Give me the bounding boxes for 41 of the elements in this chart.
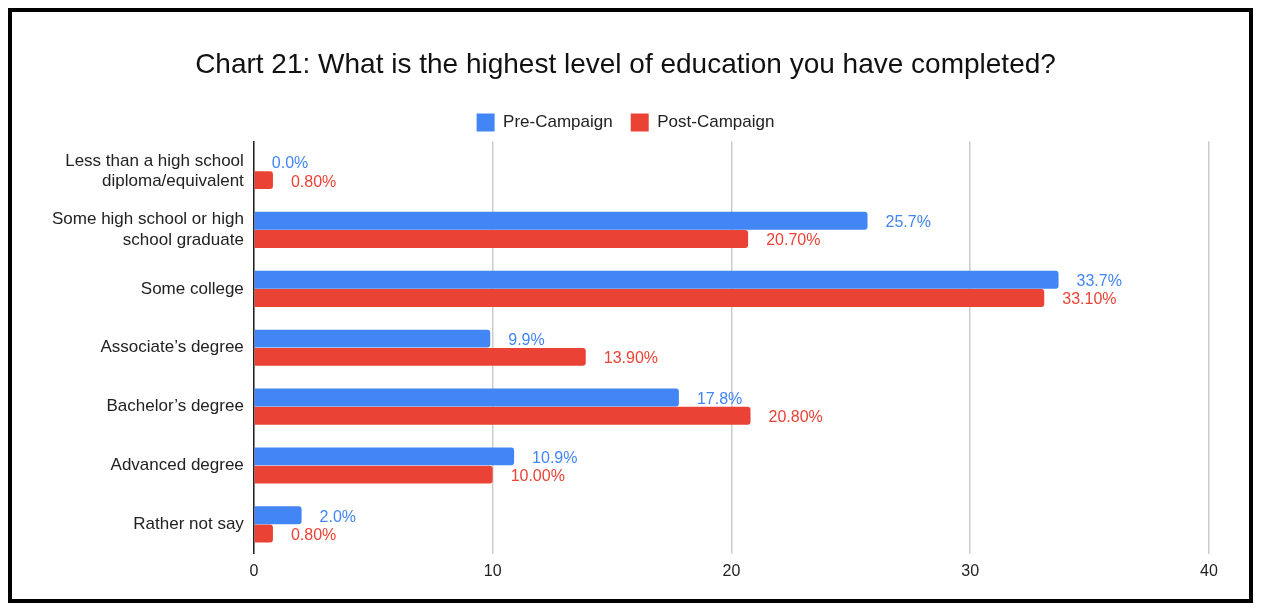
x-tick-label: 10 [483, 561, 502, 579]
data-label: 0.80% [290, 172, 337, 190]
y-tick-label: Rather not say [133, 514, 245, 534]
x-tick-label: 20 [722, 561, 741, 579]
bar [254, 171, 273, 190]
data-label: 33.10% [1062, 290, 1117, 308]
data-label: 0.0% [271, 154, 309, 172]
bar [254, 447, 515, 466]
data-label: 17.8% [696, 389, 743, 407]
bar [254, 406, 751, 425]
bar [254, 388, 679, 407]
y-tick-label: Some high school or high school graduate [52, 209, 244, 249]
bar [254, 506, 302, 525]
bar [254, 347, 586, 366]
y-tick-label: Less than a high school diploma/equivalent [65, 150, 245, 190]
data-label: 20.70% [766, 231, 821, 249]
bar [254, 465, 493, 484]
data-label: 13.90% [603, 349, 659, 367]
y-tick-label: Bachelor’s degree [106, 396, 244, 416]
data-label: 33.7% [1076, 272, 1122, 290]
data-label: 10.00% [510, 467, 565, 484]
chart-title: Chart 21: What is the highest level of education you have completed? [195, 47, 1056, 79]
y-tick-label: Associate’s degree [100, 337, 244, 357]
bar [254, 230, 749, 248]
x-tick-label: 40 [1200, 561, 1218, 579]
bar [254, 211, 868, 230]
bar [254, 524, 273, 543]
x-tick-label: 0 [249, 561, 259, 579]
data-label: 10.9% [532, 448, 578, 466]
bar [254, 289, 1045, 307]
data-label: 9.9% [508, 330, 545, 348]
y-tick-label: Advanced degree [110, 455, 244, 475]
x-tick-label: 30 [961, 561, 980, 579]
data-label: 0.80% [290, 525, 337, 543]
y-tick-label: Some college [140, 278, 244, 298]
data-label: 20.80% [768, 408, 823, 426]
bar [254, 329, 491, 348]
legend-label: Pre-Campaign [503, 112, 613, 132]
data-label: 25.7% [885, 213, 931, 231]
bar [254, 270, 1059, 289]
data-label: 2.0% [319, 507, 357, 525]
